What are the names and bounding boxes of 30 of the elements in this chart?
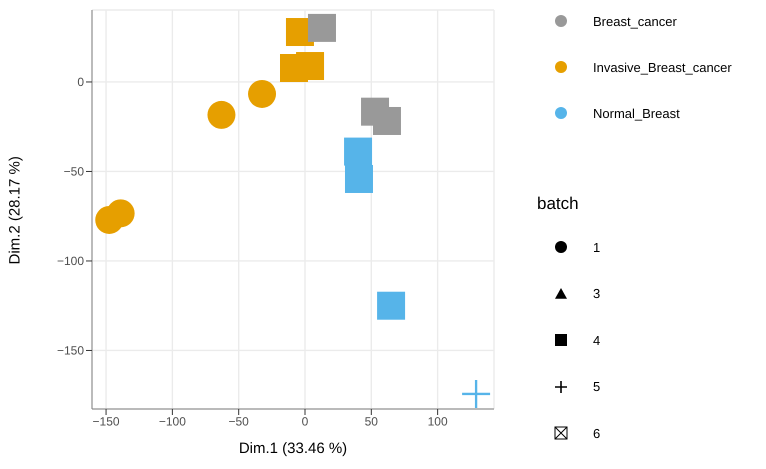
x-tick-label: −150: [92, 414, 120, 429]
y-axis-title: Dim.2 (28.17 %): [6, 156, 24, 264]
point: [207, 100, 236, 129]
x-tick-label: −100: [158, 414, 186, 429]
x-tick-label: 50: [364, 414, 378, 429]
text: 3: [593, 286, 600, 301]
text: 5: [593, 379, 600, 394]
y-tick-label: −100: [56, 254, 84, 268]
point: [377, 292, 406, 320]
legend-label: Normal_Breast: [593, 106, 680, 120]
point: [248, 80, 276, 108]
point: [344, 138, 372, 166]
text: 1: [593, 240, 600, 254]
x-axis-title: Dim.1 (33.46 %): [238, 440, 348, 457]
point: [296, 52, 324, 80]
y-tick-label: −50: [64, 164, 84, 179]
y-tick-label: −150: [56, 344, 84, 358]
point: [106, 199, 135, 228]
x-tick-label: 0: [302, 414, 309, 429]
point: [462, 380, 490, 408]
x-tick-label: 100: [428, 414, 448, 429]
y-tick-label: 0: [77, 75, 84, 90]
point: [344, 164, 373, 193]
legend-label: Invasive_Breast_cancer: [593, 60, 732, 74]
point: [308, 14, 336, 42]
x-tick-label: −50: [228, 414, 250, 429]
text: 6: [593, 426, 600, 440]
text: 4: [593, 332, 600, 348]
legend-title: batch: [537, 194, 579, 214]
legend-label: Breast_cancer: [593, 14, 677, 28]
